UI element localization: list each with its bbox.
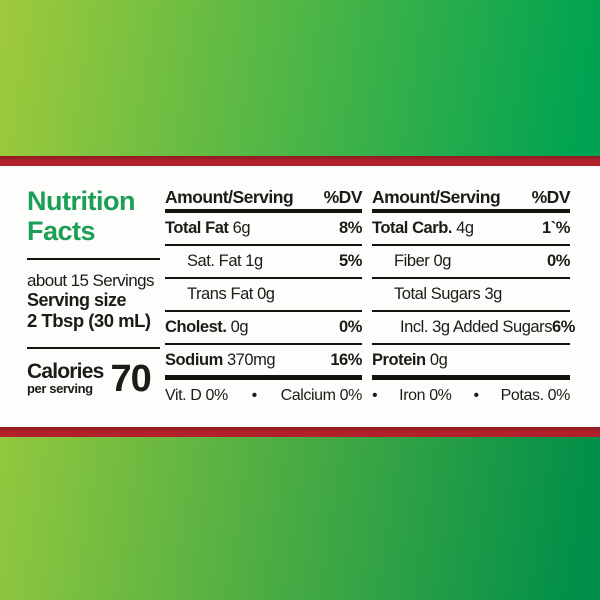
green-gradient-bottom bbox=[0, 437, 600, 600]
nutrient-row: Total Sugars 3g bbox=[372, 279, 570, 312]
nutrient-name: Total Sugars 3g bbox=[394, 285, 502, 303]
micronutrients-row: Vit. D 0% • Calcium 0% bbox=[165, 380, 362, 410]
nutrient-name: Sat. Fat 1g bbox=[187, 252, 263, 270]
nutrient-name: Cholest. 0g bbox=[165, 318, 249, 336]
serving-size-value: 2 Tbsp (30 mL) bbox=[27, 310, 151, 331]
micronutrients-row: • Iron 0% • Potas. 0% bbox=[372, 380, 570, 410]
nutrient-dv: 6% bbox=[552, 318, 575, 336]
amount-serving-header: Amount/Serving bbox=[372, 187, 501, 207]
micronutrient-item: Calcium 0% bbox=[280, 387, 363, 404]
nutrient-column-left: Amount/Serving %DV Total Fat 6g 8% Sat. … bbox=[165, 186, 363, 410]
nutrient-row: Fiber 0g 0% bbox=[372, 246, 570, 279]
green-gradient-top bbox=[0, 0, 600, 156]
calories-block: Calories per serving 70 bbox=[27, 360, 167, 398]
amount-serving-header: Amount/Serving bbox=[165, 187, 294, 207]
bullet-separator: • bbox=[473, 387, 479, 404]
micronutrient-item: Iron 0% bbox=[399, 387, 452, 404]
nutrient-name: Sodium 370mg bbox=[165, 350, 276, 369]
nutrient-name: Protein 0g bbox=[372, 350, 448, 369]
title-line-2: Facts bbox=[27, 216, 96, 246]
nutrient-name: Incl. 3g Added Sugars bbox=[400, 318, 552, 336]
nutrient-row: Sodium 370mg 16% bbox=[165, 345, 362, 380]
calories-label: Calories bbox=[27, 360, 104, 383]
title-line-1: Nutrition bbox=[27, 186, 135, 216]
bullet-separator: • bbox=[372, 387, 378, 404]
percent-dv-header: %DV bbox=[323, 187, 363, 207]
calories-sublabel: per serving bbox=[27, 381, 93, 396]
nutrient-dv: 0% bbox=[339, 318, 362, 336]
divider bbox=[27, 258, 160, 260]
nutrient-row: Total Carb. 4g 1`% bbox=[372, 213, 570, 246]
red-divider-bottom bbox=[0, 427, 600, 437]
nutrition-facts-title: Nutrition Facts bbox=[27, 186, 167, 246]
red-divider-top bbox=[0, 156, 600, 166]
nutrient-name: Trans Fat 0g bbox=[187, 285, 275, 303]
nutrient-dv: 16% bbox=[330, 350, 362, 369]
column-header: Amount/Serving %DV bbox=[372, 186, 571, 213]
column-header: Amount/Serving %DV bbox=[165, 186, 363, 213]
nutrient-row: Protein 0g bbox=[372, 345, 570, 380]
servings-count: about 15 Servings bbox=[27, 271, 154, 290]
nutrient-dv: 0% bbox=[547, 252, 570, 270]
calories-value: 70 bbox=[110, 358, 151, 400]
nutrient-row: Total Fat 6g 8% bbox=[165, 213, 362, 246]
nutrient-row: Sat. Fat 1g 5% bbox=[165, 246, 362, 279]
nutrient-name: Fiber 0g bbox=[394, 252, 451, 270]
nutrient-dv: 1`% bbox=[542, 219, 570, 237]
serving-size-label: Serving size bbox=[27, 290, 127, 310]
nutrient-row: Trans Fat 0g bbox=[165, 279, 362, 312]
divider bbox=[27, 347, 160, 349]
nutrient-dv: 8% bbox=[339, 219, 362, 237]
percent-dv-header: %DV bbox=[531, 187, 571, 207]
micronutrient-item: Potas. 0% bbox=[500, 387, 571, 404]
nutrient-row: Cholest. 0g 0% bbox=[165, 312, 362, 345]
nutrient-dv: 5% bbox=[339, 252, 362, 270]
facts-summary-panel: Nutrition Facts about 15 Servings Servin… bbox=[27, 186, 167, 398]
bullet-separator: • bbox=[251, 387, 258, 404]
nutrient-row: Incl. 3g Added Sugars 6% bbox=[372, 312, 575, 345]
nutrient-column-right: Amount/Serving %DV Total Carb. 4g 1`% Fi… bbox=[372, 186, 575, 410]
nutrient-name: Total Fat 6g bbox=[165, 219, 251, 237]
nutrient-name: Total Carb. 4g bbox=[372, 219, 474, 237]
micronutrient-item: Vit. D 0% bbox=[165, 387, 228, 404]
calories-label-stack: Calories per serving bbox=[27, 360, 104, 396]
